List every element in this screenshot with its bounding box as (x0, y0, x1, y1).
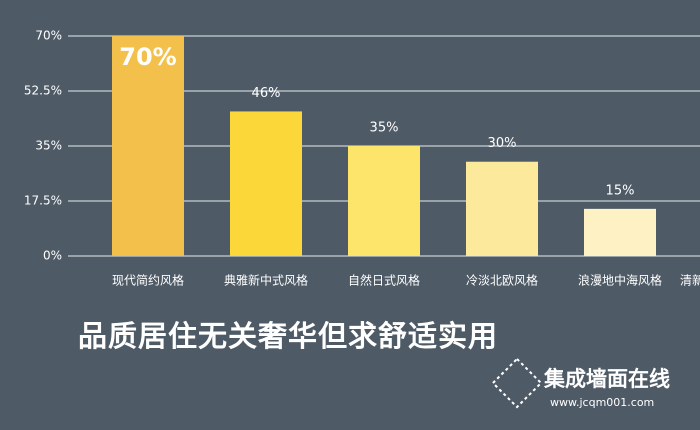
y-tick-label: 70% (35, 29, 62, 43)
bar (230, 111, 302, 256)
y-tick-label: 0% (43, 249, 62, 263)
data-label: 30% (488, 136, 517, 151)
bar (466, 161, 538, 256)
x-tick-label: 现代简约风格 (112, 273, 184, 288)
data-label: 70% (119, 43, 176, 71)
x-tick-label: 典雅新中式风格 (224, 273, 308, 288)
x-tick-label: 清新 (680, 273, 700, 288)
logo-icon (491, 357, 543, 409)
data-label: 15% (606, 183, 635, 198)
bar (348, 146, 420, 256)
y-tick-label: 17.5% (24, 194, 62, 208)
y-tick-label: 35% (35, 139, 62, 153)
bar (112, 36, 184, 256)
watermark: 集成墙面在线 www.jcqm001.com (491, 357, 670, 409)
x-tick-label: 冷淡北欧风格 (466, 273, 538, 288)
x-tick-label: 浪漫地中海风格 (578, 273, 662, 288)
data-label: 35% (370, 121, 399, 136)
y-tick-label: 52.5% (24, 84, 62, 98)
watermark-brand: 集成墙面在线 (543, 367, 670, 391)
watermark-url: www.jcqm001.com (550, 396, 654, 409)
bar (584, 208, 656, 256)
caption: 品质居住无关奢华但求舒适实用 (78, 319, 498, 353)
data-label: 46% (252, 86, 281, 101)
x-tick-label: 自然日式风格 (348, 273, 420, 288)
